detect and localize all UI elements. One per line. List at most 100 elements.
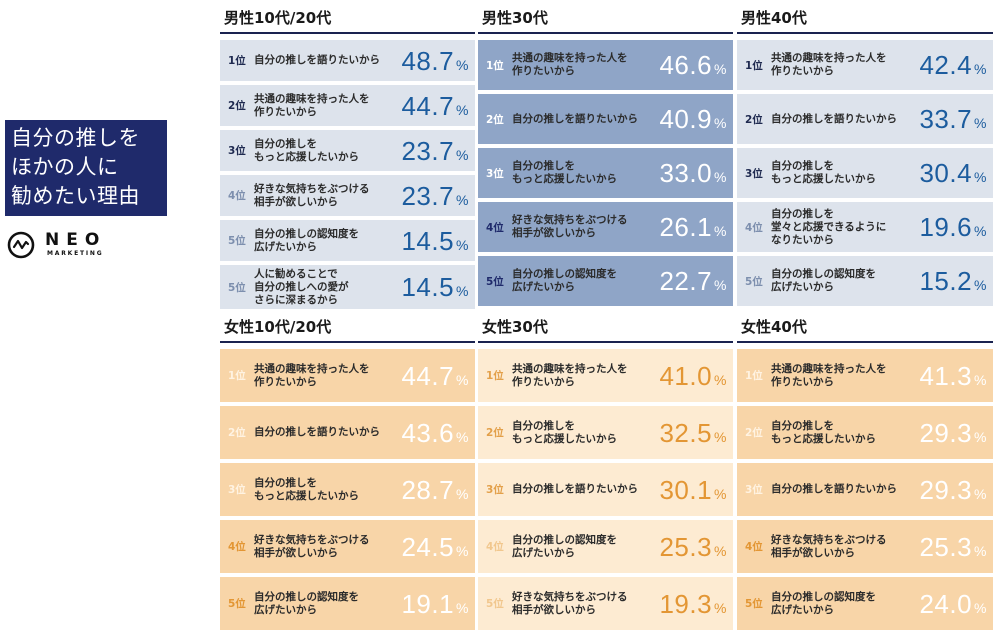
percent-sign: % [456,599,469,616]
percentage-value: 32.5% [659,420,727,446]
reason-text: 自分の推しを語りたいから [771,483,897,495]
reason-text: 好きな気持ちをぶつける 相手が欲しいから [254,182,370,208]
value-number: 24.5 [401,531,455,562]
ranking-row: 3位 自分の推しを もっと応援したいから 23.7% [220,130,475,171]
percent-sign: % [974,542,987,559]
reason-text: 自分の推しを もっと応援したいから [254,137,359,163]
value-number: 43.6 [401,417,455,448]
ranking-row: 5位 自分の推しの認知度を 広げたいから 19.1% [220,577,475,630]
value-number: 40.9 [659,104,713,134]
percentage-value: 24.0% [919,591,987,617]
ranking-row: 1位 共通の趣味を持った人を 作りたいから 41.3% [737,349,993,402]
value-number: 15.2 [919,266,973,296]
panel-male-40s: 男性40代 1位 共通の趣味を持った人を 作りたいから 42.4% 2位 自分の推しを語り… [737,4,993,306]
ranking-row: 3位 自分の推しを もっと応援したいから 33.0% [478,148,733,198]
percentage-value: 46.6% [659,52,727,78]
rank-label: 5位 [745,598,763,610]
value-number: 26.1 [659,212,713,242]
reason-text: 自分の推しの認知度を 広げたいから [771,590,876,616]
percentage-value: 44.7% [401,93,469,119]
percentage-value: 22.7% [659,268,727,294]
value-number: 41.3 [919,360,973,391]
percent-sign: % [456,56,469,73]
percent-sign: % [974,223,987,239]
reason-text: 人に勧めることで 自分の推しへの愛が さらに深まるから [254,267,349,306]
value-number: 30.1 [659,474,713,505]
value-number: 19.1 [401,588,455,619]
percentage-value: 25.3% [659,534,727,560]
ranking-row: 4位 好きな気持ちをぶつける 相手が欲しいから 25.3% [737,520,993,573]
ranking-row: 2位 自分の推しを語りたいから 43.6% [220,406,475,459]
percentage-value: 14.5% [401,228,469,254]
reason-text: 自分の推しを語りたいから [512,483,638,495]
percent-sign: % [714,428,727,445]
rank-label: 1位 [486,370,504,382]
ranking-row: 5位 自分の推しの認知度を 広げたいから 24.0% [737,577,993,630]
percentage-value: 19.1% [401,591,469,617]
reason-text: 自分の推しを もっと応援したいから [771,419,876,445]
rank-label: 4位 [745,541,763,553]
percentage-value: 25.3% [919,534,987,560]
reason-text: 自分の推しを語りたいから [512,112,638,125]
reason-text: 共通の趣味を持った人を 作りたいから [771,362,887,388]
ranking-list: 1位 共通の趣味を持った人を 作りたいから 41.0% 2位 自分の推しを もっと応援し… [478,349,733,630]
percentage-value: 41.0% [659,363,727,389]
neo-marketing-logo: NEO MARKETING [5,228,115,264]
ranking-row: 1位 共通の趣味を持った人を 作りたいから 41.0% [478,349,733,402]
panel-header: 女性10代/20代 [220,313,475,343]
percentage-value: 30.1% [659,477,727,503]
rank-label: 4位 [486,221,504,234]
rank-label: 4位 [228,541,246,553]
reason-text: 自分の推しの認知度を 広げたいから [512,533,617,559]
percent-sign: % [456,101,469,118]
rank-label: 1位 [745,370,763,382]
ranking-list: 1位 共通の趣味を持った人を 作りたいから 46.6% 2位 自分の推しを語りたいから 4… [478,40,733,306]
value-number: 42.4 [919,50,973,80]
wave-circle-icon [7,231,35,259]
percent-sign: % [974,61,987,77]
percentage-value: 29.3% [919,420,987,446]
ranking-row: 4位 自分の推しを 堂々と応援できるように なりたいから 19.6% [737,202,993,252]
rank-label: 1位 [745,59,763,72]
title-line-2: ほかの人に [11,155,119,179]
percentage-value: 23.7% [401,183,469,209]
ranking-row: 3位 自分の推しを語りたいから 29.3% [737,463,993,516]
percent-sign: % [714,61,727,77]
value-number: 19.3 [659,588,713,619]
ranking-row: 4位 好きな気持ちをぶつける 相手が欲しいから 24.5% [220,520,475,573]
ranking-row: 3位 自分の推しを もっと応援したいから 30.4% [737,148,993,198]
rank-label: 1位 [228,370,246,382]
percent-sign: % [456,191,469,208]
percentage-value: 23.7% [401,138,469,164]
value-number: 23.7 [401,135,455,166]
rank-label: 3位 [745,167,763,180]
title-line-3: 勧めたい理由 [11,184,140,208]
value-number: 25.3 [659,531,713,562]
reason-text: 共通の趣味を持った人を 作りたいから [512,362,628,388]
value-number: 41.0 [659,360,713,391]
reason-text: 自分の推しの認知度を 広げたいから [771,268,876,293]
rank-label: 4位 [486,541,504,553]
percentage-value: 19.6% [919,214,987,240]
value-number: 25.3 [919,531,973,562]
panel-header: 女性30代 [478,313,733,343]
ranking-list: 1位 共通の趣味を持った人を 作りたいから 44.7% 2位 自分の推しを語りたいから 4… [220,349,475,630]
ranking-row: 2位 自分の推しを語りたいから 40.9% [478,94,733,144]
percentage-value: 19.3% [659,591,727,617]
percent-sign: % [456,146,469,163]
panel-female-40s: 女性40代 1位 共通の趣味を持った人を 作りたいから 41.3% 2位 自分の推しを も… [737,313,993,630]
value-number: 24.0 [919,588,973,619]
percent-sign: % [714,485,727,502]
percent-sign: % [714,223,727,239]
panel-female-10s-20s: 女性10代/20代 1位 共通の趣味を持った人を 作りたいから 44.7% 2位 自分の推… [220,313,475,630]
ranking-row: 3位 自分の推しを もっと応援したいから 28.7% [220,463,475,516]
value-number: 33.7 [919,104,973,134]
ranking-list: 1位 自分の推しを語りたいから 48.7% 2位 共通の趣味を持った人を 作りたいから 4… [220,40,475,309]
value-number: 19.6 [919,212,973,242]
reason-text: 共通の趣味を持った人を 作りたいから [512,52,628,77]
percent-sign: % [714,277,727,293]
rank-label: 2位 [228,100,246,112]
reason-text: 自分の推しを もっと応援したいから [254,476,359,502]
rank-label: 3位 [228,145,246,157]
panel-male-30s: 男性30代 1位 共通の趣味を持った人を 作りたいから 46.6% 2位 自分の推しを語り… [478,4,733,306]
